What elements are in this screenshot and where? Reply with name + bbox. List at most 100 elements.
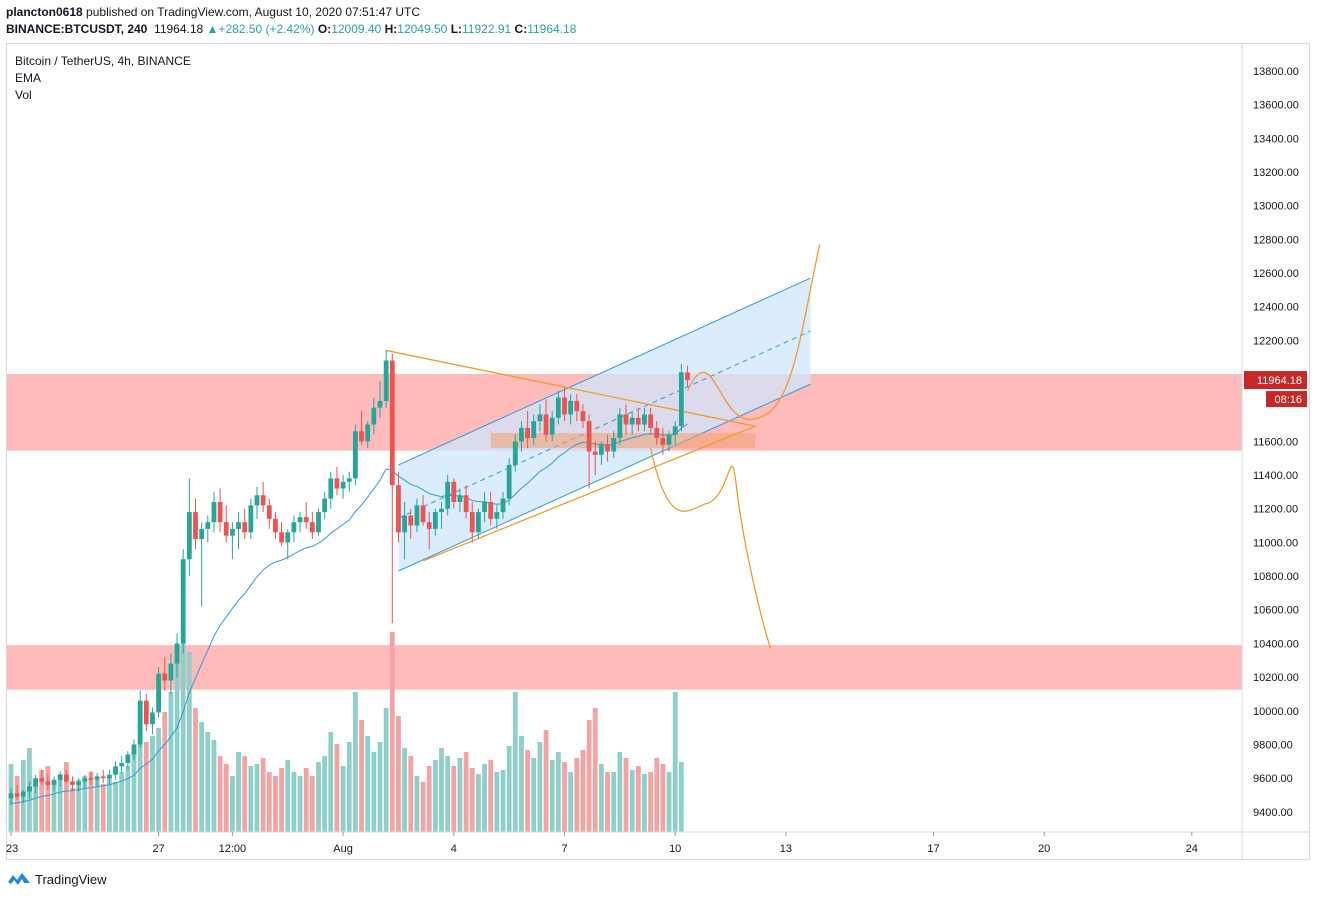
price-tick-label: 11200.00 bbox=[1253, 504, 1298, 516]
candle-body bbox=[273, 518, 278, 533]
legend-title[interactable]: Bitcoin / TetherUS, 4h, BINANCE bbox=[15, 54, 191, 68]
candle-body bbox=[279, 532, 284, 543]
volume-bar bbox=[531, 758, 537, 832]
candle-body bbox=[457, 495, 463, 502]
candle-body bbox=[592, 451, 598, 455]
time-tick-label: 10 bbox=[669, 843, 681, 855]
chart-header: plancton0618 published on TradingView.co… bbox=[6, 4, 576, 38]
symbol-label: BINANCE:BTCUSDT, 240 bbox=[6, 22, 148, 36]
candle-body bbox=[439, 508, 444, 513]
volume-bar bbox=[174, 660, 180, 832]
price-tick-label: 11000.00 bbox=[1253, 537, 1298, 549]
candle-body bbox=[543, 414, 549, 435]
footer-brand-text: TradingView bbox=[35, 871, 107, 887]
candle-body bbox=[642, 414, 647, 425]
channel-upper-line[interactable] bbox=[398, 277, 811, 466]
candle-body bbox=[180, 559, 186, 644]
candle-body bbox=[685, 372, 690, 381]
volume-bar bbox=[476, 774, 481, 832]
price-tick-label: 12400.00 bbox=[1253, 302, 1299, 314]
channel-lower-line[interactable] bbox=[398, 383, 811, 572]
volume-bar bbox=[629, 770, 635, 832]
support-zone-lower[interactable] bbox=[7, 645, 1242, 690]
volume-bar bbox=[586, 720, 592, 832]
low-label: L: bbox=[450, 22, 463, 36]
volume-bar bbox=[180, 640, 186, 832]
volume-bar bbox=[39, 770, 45, 832]
trend-drawings[interactable] bbox=[386, 244, 821, 649]
volume-bar bbox=[605, 772, 610, 832]
candle-body bbox=[322, 498, 328, 513]
ascending-channel[interactable] bbox=[398, 277, 811, 572]
time-tick-label: 7 bbox=[561, 843, 567, 855]
close-label: C: bbox=[514, 22, 528, 36]
candle-body bbox=[445, 481, 451, 509]
candle-body bbox=[248, 505, 254, 533]
candle-body bbox=[70, 781, 75, 785]
candle-body bbox=[119, 762, 125, 767]
time-axis[interactable]: 23 27 12:00 Aug 4 7 10 13 17 20 24 bbox=[6, 831, 1309, 855]
volume-bar bbox=[273, 776, 278, 832]
volume-bar bbox=[642, 774, 647, 832]
volume-bar bbox=[635, 766, 641, 832]
volume-bar bbox=[236, 752, 241, 832]
volume-bar bbox=[519, 736, 524, 832]
candle-body bbox=[580, 411, 586, 422]
volume-bar bbox=[469, 768, 475, 832]
volume-bar bbox=[494, 772, 500, 832]
volume-bar bbox=[537, 742, 543, 832]
candle-body bbox=[150, 712, 155, 725]
legend-ema[interactable]: EMA bbox=[15, 71, 42, 85]
candle-body bbox=[414, 505, 420, 526]
volume-bar bbox=[14, 776, 20, 832]
close-value: 11964.18 bbox=[527, 22, 577, 36]
volume-bar bbox=[316, 762, 321, 832]
high-label: H: bbox=[384, 22, 398, 36]
channel-mid-line[interactable] bbox=[398, 330, 811, 519]
time-tick-label: 17 bbox=[927, 843, 939, 855]
volume-bar bbox=[408, 756, 414, 832]
candle-body bbox=[156, 673, 161, 713]
bullish-path[interactable] bbox=[686, 244, 821, 421]
candle-body bbox=[303, 517, 309, 523]
candle-body bbox=[408, 515, 414, 526]
price-axis[interactable]: 9400.00 9600.00 9800.00 10000.00 10200.00 104… bbox=[1241, 43, 1299, 860]
candle-body bbox=[27, 786, 32, 792]
volume-bar bbox=[51, 784, 57, 832]
candle-body bbox=[63, 774, 69, 782]
candle-body bbox=[500, 498, 506, 513]
volume-bar bbox=[654, 758, 660, 832]
volume-bar bbox=[162, 712, 168, 832]
volume-bar bbox=[297, 776, 303, 832]
volume-bar bbox=[463, 752, 469, 832]
candle-body bbox=[291, 522, 297, 533]
candle-body bbox=[20, 791, 26, 797]
candle-body bbox=[574, 400, 580, 412]
candle-body bbox=[131, 744, 137, 755]
price-badges: 11964.18 08:16 bbox=[1244, 371, 1307, 408]
time-tick-label: 20 bbox=[1038, 843, 1050, 855]
publisher-name[interactable]: plancton0618 bbox=[6, 5, 83, 19]
published-text: published on TradingView.com, August 10,… bbox=[86, 5, 421, 19]
volume-bar bbox=[500, 770, 506, 832]
candle-body bbox=[254, 495, 260, 506]
triangle-pattern[interactable] bbox=[386, 349, 758, 562]
legend-vol[interactable]: Vol bbox=[15, 88, 32, 102]
volume-bar bbox=[451, 766, 457, 832]
volume-bar bbox=[131, 752, 137, 832]
candle-body bbox=[76, 781, 82, 785]
time-tick-label: 27 bbox=[152, 843, 164, 855]
volume-bar bbox=[70, 788, 75, 832]
candle-body bbox=[174, 643, 180, 664]
price-change: +282.50 (+2.42%) bbox=[218, 22, 315, 36]
candle-body bbox=[260, 495, 266, 506]
volume-bar bbox=[168, 692, 174, 832]
volume-bar bbox=[33, 780, 38, 832]
footer-brand[interactable]: TradingView bbox=[7, 871, 107, 887]
candle-body bbox=[57, 774, 63, 780]
bearish-path[interactable] bbox=[649, 447, 772, 649]
candle-body bbox=[512, 441, 518, 465]
candle-body bbox=[45, 781, 51, 785]
volume-bar bbox=[420, 782, 426, 832]
